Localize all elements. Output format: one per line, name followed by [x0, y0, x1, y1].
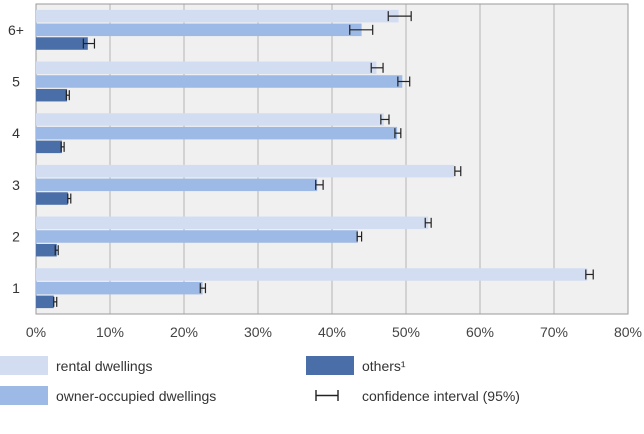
y-tick-label: 4 [12, 125, 20, 141]
bar-owner-occupied-dwellings [36, 230, 358, 243]
plot-area: 0% 10% 20% 30% 40% 50% 60% 70% 80% 1 2 3 4 5 6+ [8, 3, 642, 340]
bar-owner-occupied-dwellings [36, 75, 403, 88]
x-tick-label: 20% [170, 324, 198, 340]
legend-swatch-owner [0, 386, 48, 405]
legend-swatch-ci [306, 386, 354, 405]
bar-others- [36, 140, 62, 154]
bar-rental-dwellings [36, 9, 399, 23]
x-tick-label: 30% [244, 324, 272, 340]
y-tick-label: 5 [12, 74, 20, 90]
legend-swatch-rental [0, 356, 48, 375]
legend-item-others: others¹ [306, 356, 406, 375]
x-tick-label: 70% [540, 324, 568, 340]
legend-label-others: others¹ [362, 357, 406, 374]
bar-rental-dwellings [36, 113, 384, 126]
bar-rental-dwellings [36, 61, 377, 75]
bar-others- [36, 37, 88, 50]
legend-label-rental: rental dwellings [56, 357, 153, 374]
legend-item-rental: rental dwellings [0, 356, 153, 375]
x-tick-label: 0% [26, 324, 46, 340]
bar-others- [36, 243, 57, 257]
ci-legend-icon [315, 390, 339, 401]
bar-others- [36, 88, 68, 102]
bar-others- [36, 295, 54, 309]
legend-swatch-others [306, 356, 354, 375]
x-tick-label: 40% [318, 324, 346, 340]
bar-owner-occupied-dwellings [36, 23, 362, 37]
bar-rental-dwellings [36, 164, 455, 178]
bar-owner-occupied-dwellings [36, 178, 318, 192]
y-tick-label: 6+ [8, 22, 24, 38]
x-tick-label: 80% [614, 324, 642, 340]
bar-rental-dwellings [36, 216, 429, 230]
bar-owner-occupied-dwellings [36, 281, 203, 295]
legend-item-owner: owner-occupied dwellings [0, 386, 216, 405]
legend-item-ci: confidence interval (95%) [306, 386, 520, 405]
x-tick-label: 50% [392, 324, 420, 340]
bar-chart: 0% 10% 20% 30% 40% 50% 60% 70% 80% 1 2 3 4 5 6+ [8, 3, 642, 340]
x-tick-label: 60% [466, 324, 494, 340]
x-tick-label: 10% [96, 324, 124, 340]
y-tick-label: 3 [12, 177, 20, 193]
y-tick-label: 2 [12, 229, 20, 245]
legend-label-ci: confidence interval (95%) [362, 387, 520, 404]
y-tick-label: 1 [12, 280, 20, 296]
bar-rental-dwellings [36, 268, 588, 281]
bar-owner-occupied-dwellings [36, 126, 398, 140]
plot-border [35, 3, 629, 315]
legend-label-owner: owner-occupied dwellings [56, 387, 217, 404]
bar-others- [36, 192, 68, 205]
